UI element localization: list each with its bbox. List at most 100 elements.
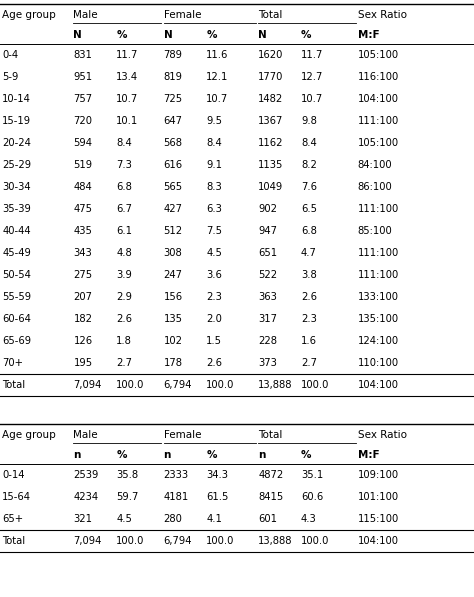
Text: 10.7: 10.7 xyxy=(206,94,228,104)
Text: 3.6: 3.6 xyxy=(206,270,222,280)
Text: Male: Male xyxy=(73,10,98,20)
Text: 7,094: 7,094 xyxy=(73,536,102,546)
Text: 11.7: 11.7 xyxy=(301,50,323,60)
Text: 10-14: 10-14 xyxy=(2,94,31,104)
Text: 10.7: 10.7 xyxy=(301,94,323,104)
Text: 616: 616 xyxy=(164,160,182,170)
Text: 30-34: 30-34 xyxy=(2,182,31,192)
Text: 725: 725 xyxy=(164,94,182,104)
Text: 8415: 8415 xyxy=(258,492,283,502)
Text: 40-44: 40-44 xyxy=(2,226,31,236)
Text: 86:100: 86:100 xyxy=(358,182,392,192)
Text: 124:100: 124:100 xyxy=(358,336,399,346)
Text: Female: Female xyxy=(164,430,201,440)
Text: 819: 819 xyxy=(164,72,182,82)
Text: 60-64: 60-64 xyxy=(2,314,31,324)
Text: 13,888: 13,888 xyxy=(258,380,293,390)
Text: 2.7: 2.7 xyxy=(301,358,317,368)
Text: 1770: 1770 xyxy=(258,72,284,82)
Text: 475: 475 xyxy=(73,204,92,214)
Text: 4181: 4181 xyxy=(164,492,189,502)
Text: Sex Ratio: Sex Ratio xyxy=(358,430,407,440)
Text: 343: 343 xyxy=(73,248,92,258)
Text: %: % xyxy=(301,450,311,460)
Text: 1.8: 1.8 xyxy=(116,336,132,346)
Text: 3.9: 3.9 xyxy=(116,270,132,280)
Text: 902: 902 xyxy=(258,204,277,214)
Text: 373: 373 xyxy=(258,358,277,368)
Text: 104:100: 104:100 xyxy=(358,536,399,546)
Text: 100.0: 100.0 xyxy=(116,536,145,546)
Text: 65-69: 65-69 xyxy=(2,336,31,346)
Text: 522: 522 xyxy=(258,270,277,280)
Text: %: % xyxy=(301,30,311,40)
Text: 156: 156 xyxy=(164,292,182,302)
Text: 1.5: 1.5 xyxy=(206,336,222,346)
Text: 2.7: 2.7 xyxy=(116,358,132,368)
Text: 35.8: 35.8 xyxy=(116,470,138,480)
Text: 195: 195 xyxy=(73,358,92,368)
Text: 2.9: 2.9 xyxy=(116,292,132,302)
Text: Total: Total xyxy=(2,536,26,546)
Text: 9.1: 9.1 xyxy=(206,160,222,170)
Text: 7,094: 7,094 xyxy=(73,380,102,390)
Text: 34.3: 34.3 xyxy=(206,470,228,480)
Text: 2539: 2539 xyxy=(73,470,99,480)
Text: 8.2: 8.2 xyxy=(301,160,317,170)
Text: 568: 568 xyxy=(164,138,182,148)
Text: 13,888: 13,888 xyxy=(258,536,293,546)
Text: 15-64: 15-64 xyxy=(2,492,31,502)
Text: 427: 427 xyxy=(164,204,182,214)
Text: 6.3: 6.3 xyxy=(206,204,222,214)
Text: 247: 247 xyxy=(164,270,182,280)
Text: M:F: M:F xyxy=(358,30,380,40)
Text: 50-54: 50-54 xyxy=(2,270,31,280)
Text: 102: 102 xyxy=(164,336,182,346)
Text: 1135: 1135 xyxy=(258,160,284,170)
Text: 111:100: 111:100 xyxy=(358,248,399,258)
Text: 947: 947 xyxy=(258,226,277,236)
Text: 115:100: 115:100 xyxy=(358,514,399,524)
Text: 789: 789 xyxy=(164,50,182,60)
Text: 100.0: 100.0 xyxy=(206,536,235,546)
Text: 484: 484 xyxy=(73,182,92,192)
Text: 512: 512 xyxy=(164,226,182,236)
Text: 2.6: 2.6 xyxy=(301,292,317,302)
Text: 55-59: 55-59 xyxy=(2,292,31,302)
Text: 135: 135 xyxy=(164,314,182,324)
Text: M:F: M:F xyxy=(358,450,380,460)
Text: 951: 951 xyxy=(73,72,92,82)
Text: 4.5: 4.5 xyxy=(116,514,132,524)
Text: 135:100: 135:100 xyxy=(358,314,399,324)
Text: n: n xyxy=(73,450,81,460)
Text: 111:100: 111:100 xyxy=(358,270,399,280)
Text: 100.0: 100.0 xyxy=(301,380,329,390)
Text: 831: 831 xyxy=(73,50,92,60)
Text: 9.5: 9.5 xyxy=(206,116,222,126)
Text: 111:100: 111:100 xyxy=(358,204,399,214)
Text: 317: 317 xyxy=(258,314,277,324)
Text: 100.0: 100.0 xyxy=(116,380,145,390)
Text: 20-24: 20-24 xyxy=(2,138,31,148)
Text: 308: 308 xyxy=(164,248,182,258)
Text: Sex Ratio: Sex Ratio xyxy=(358,10,407,20)
Text: 65+: 65+ xyxy=(2,514,24,524)
Text: 1049: 1049 xyxy=(258,182,283,192)
Text: n: n xyxy=(258,450,266,460)
Text: 182: 182 xyxy=(73,314,92,324)
Text: %: % xyxy=(116,450,127,460)
Text: 5-9: 5-9 xyxy=(2,72,19,82)
Text: 1367: 1367 xyxy=(258,116,284,126)
Text: 4.8: 4.8 xyxy=(116,248,132,258)
Text: 133:100: 133:100 xyxy=(358,292,399,302)
Text: 2.3: 2.3 xyxy=(206,292,222,302)
Text: 109:100: 109:100 xyxy=(358,470,399,480)
Text: 13.4: 13.4 xyxy=(116,72,138,82)
Text: 4.7: 4.7 xyxy=(301,248,317,258)
Text: 7.3: 7.3 xyxy=(116,160,132,170)
Text: 6.5: 6.5 xyxy=(301,204,317,214)
Text: 2.6: 2.6 xyxy=(116,314,132,324)
Text: 2.0: 2.0 xyxy=(206,314,222,324)
Text: 1482: 1482 xyxy=(258,94,283,104)
Text: 60.6: 60.6 xyxy=(301,492,323,502)
